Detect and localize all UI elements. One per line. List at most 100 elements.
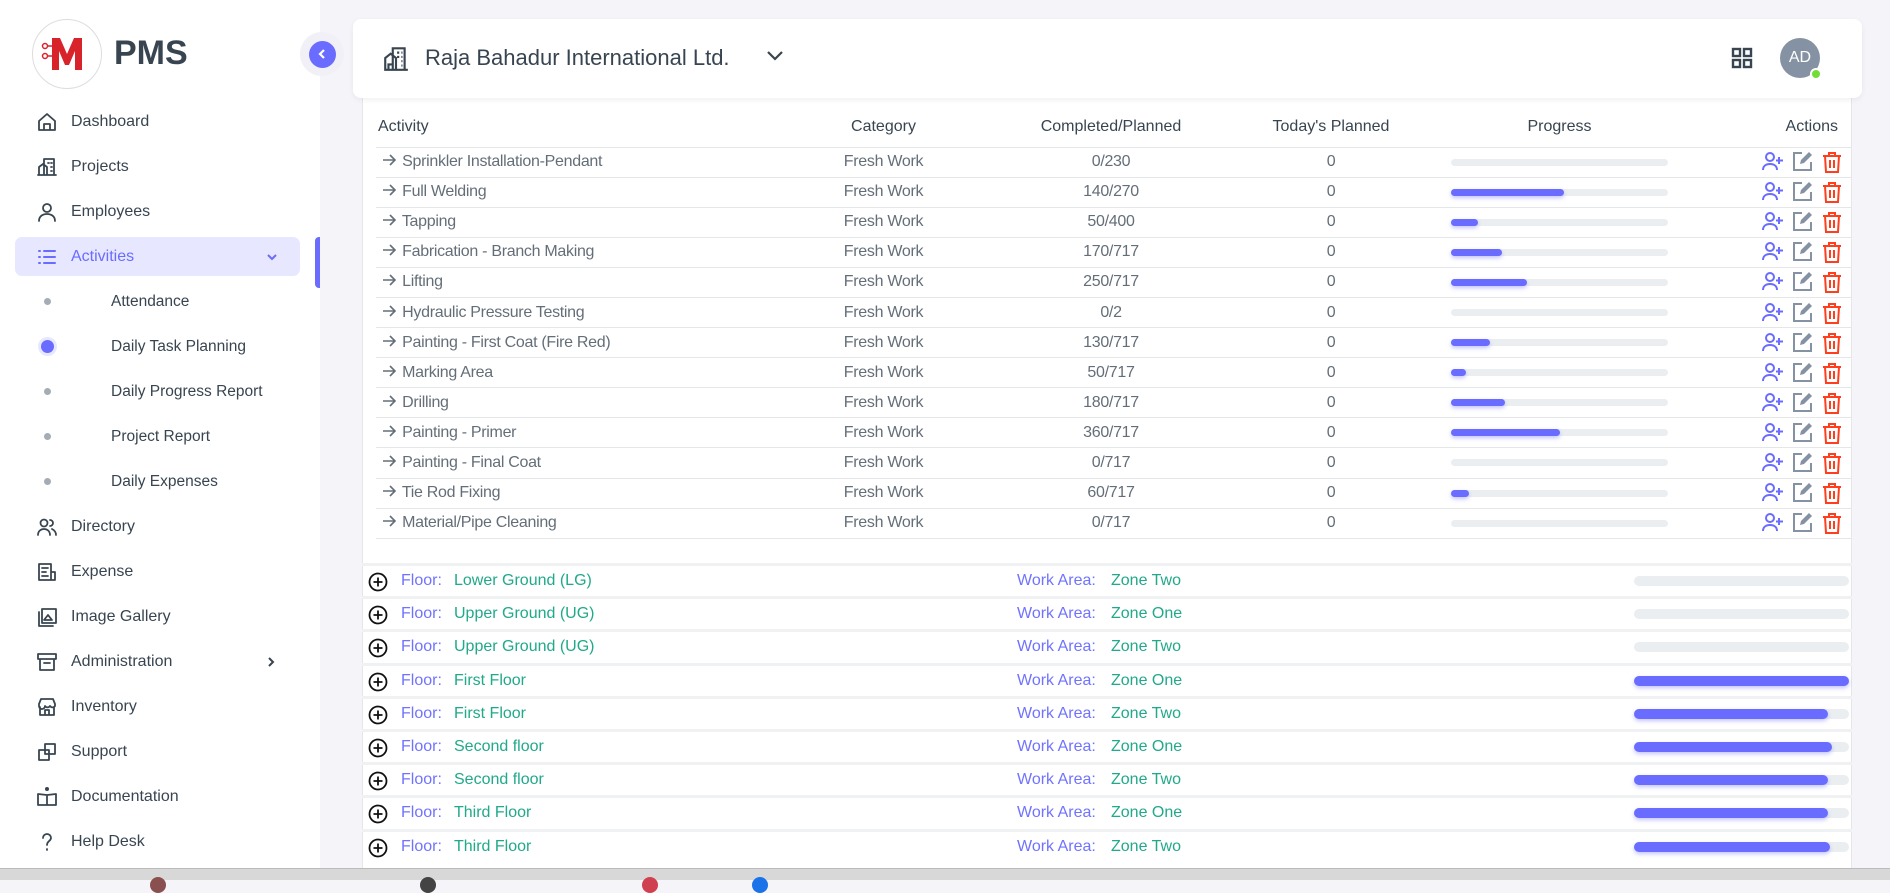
delete-icon[interactable]	[1822, 271, 1842, 294]
floor-row[interactable]: Floor: Third Floor Work Area: Zone Two	[362, 828, 1852, 862]
delete-icon[interactable]	[1822, 392, 1842, 414]
todays-planned-cell: 0	[1211, 267, 1451, 298]
expand-plus-icon[interactable]	[368, 738, 388, 758]
edit-icon[interactable]	[1792, 482, 1814, 503]
sidebar-item-dashboard[interactable]: Dashboard	[0, 99, 320, 144]
assign-user-icon[interactable]	[1762, 241, 1784, 261]
sidebar-item-daily-task-planning[interactable]: Daily Task Planning	[0, 324, 320, 369]
taskbar-app-icon[interactable]	[642, 877, 658, 893]
delete-icon[interactable]	[1822, 302, 1842, 324]
expand-plus-icon[interactable]	[368, 638, 388, 658]
taskbar-app-icon[interactable]	[150, 877, 166, 893]
edit-icon[interactable]	[1792, 271, 1814, 292]
logo[interactable]	[32, 19, 102, 89]
delete-icon[interactable]	[1822, 332, 1842, 354]
sidebar-item-projects[interactable]: Projects	[0, 144, 320, 189]
floor-row[interactable]: Floor: Upper Ground (UG) Work Area: Zone…	[362, 629, 1852, 662]
edit-icon[interactable]	[1792, 422, 1814, 442]
expand-plus-icon[interactable]	[368, 771, 388, 791]
delete-icon[interactable]	[1822, 362, 1842, 384]
floor-row[interactable]: Floor: Second floor Work Area: Zone Two	[362, 762, 1852, 795]
sidebar-item-help-desk[interactable]: Help Desk	[0, 819, 320, 864]
apps-grid-icon[interactable]	[1731, 47, 1753, 69]
floor-progress-bar	[1634, 742, 1849, 753]
collapse-sidebar-button[interactable]	[300, 32, 344, 76]
expand-plus-icon[interactable]	[368, 672, 388, 692]
taskbar-app-icon[interactable]	[752, 877, 768, 893]
work-area-label: Work Area:	[1017, 771, 1096, 789]
sidebar-item-project-report[interactable]: Project Report	[0, 414, 320, 459]
assign-user-icon[interactable]	[1762, 392, 1784, 412]
edit-icon[interactable]	[1792, 392, 1814, 412]
sidebar-item-employees[interactable]: Employees	[0, 189, 320, 234]
progress-bar	[1451, 158, 1668, 166]
delete-icon[interactable]	[1822, 482, 1842, 505]
floor-row[interactable]: Floor: First Floor Work Area: Zone One	[362, 662, 1852, 696]
sidebar-item-support[interactable]: Support	[0, 729, 320, 774]
assign-user-icon[interactable]	[1762, 512, 1784, 532]
user-avatar[interactable]: AD	[1780, 38, 1822, 80]
edit-icon[interactable]	[1792, 211, 1814, 232]
delete-icon[interactable]	[1822, 241, 1842, 264]
table-row: Painting - Final Coat Fresh Work 0/717 0	[376, 447, 1852, 479]
project-selector[interactable]: Raja Bahadur International Ltd.	[425, 45, 730, 70]
assign-user-icon[interactable]	[1762, 482, 1784, 502]
assign-user-icon[interactable]	[1762, 302, 1784, 322]
assign-user-icon[interactable]	[1762, 151, 1784, 171]
edit-icon[interactable]	[1792, 332, 1814, 352]
arrow-right-icon	[383, 455, 397, 467]
expand-plus-icon[interactable]	[368, 838, 388, 858]
activity-name: Fabrication - Branch Making	[402, 243, 595, 261]
floor-row[interactable]: Floor: First Floor Work Area: Zone Two	[362, 695, 1852, 729]
edit-icon[interactable]	[1792, 512, 1814, 533]
assign-user-icon[interactable]	[1762, 452, 1784, 472]
todays-planned-cell: 0	[1211, 147, 1451, 178]
assign-user-icon[interactable]	[1762, 211, 1784, 231]
delete-icon[interactable]	[1822, 512, 1842, 535]
activity-cell: Painting - First Coat (Fire Red)	[376, 327, 756, 359]
edit-icon[interactable]	[1792, 181, 1814, 202]
delete-icon[interactable]	[1822, 151, 1842, 174]
activity-name: Painting - Primer	[402, 423, 517, 441]
sidebar-item-directory[interactable]: Directory	[0, 504, 320, 549]
sidebar-item-activities[interactable]: Activities	[0, 234, 320, 279]
edit-icon[interactable]	[1792, 241, 1814, 262]
delete-icon[interactable]	[1822, 422, 1842, 444]
assign-user-icon[interactable]	[1762, 332, 1784, 352]
work-area-label: Work Area:	[1017, 671, 1096, 689]
edit-icon[interactable]	[1792, 151, 1814, 172]
assign-user-icon[interactable]	[1762, 181, 1784, 201]
sidebar-item-expense[interactable]: Expense	[0, 549, 320, 594]
assign-user-icon[interactable]	[1762, 271, 1784, 291]
actions-cell	[1668, 207, 1852, 238]
chevron-down-icon[interactable]	[765, 49, 785, 63]
edit-icon[interactable]	[1792, 362, 1814, 382]
expand-plus-icon[interactable]	[368, 705, 388, 725]
delete-icon[interactable]	[1822, 452, 1842, 474]
category-cell: Fresh Work	[756, 177, 1011, 208]
sidebar-item-daily-progress-report[interactable]: Daily Progress Report	[0, 369, 320, 414]
assign-user-icon[interactable]	[1762, 422, 1784, 442]
sidebar-item-attendance[interactable]: Attendance	[0, 279, 320, 324]
expand-plus-icon[interactable]	[368, 605, 388, 625]
sidebar-item-documentation[interactable]: Documentation	[0, 774, 320, 819]
expand-plus-icon[interactable]	[368, 804, 388, 824]
expand-plus-icon[interactable]	[368, 572, 388, 592]
floor-row[interactable]: Floor: Upper Ground (UG) Work Area: Zone…	[362, 596, 1852, 629]
sidebar-item-image-gallery[interactable]: Image Gallery	[0, 594, 320, 639]
floor-row[interactable]: Floor: Second floor Work Area: Zone One	[362, 728, 1852, 762]
edit-icon[interactable]	[1792, 452, 1814, 472]
sidebar-item-daily-expenses[interactable]: Daily Expenses	[0, 459, 320, 504]
progress-cell	[1451, 327, 1668, 359]
floor-row[interactable]: Floor: Third Floor Work Area: Zone One	[362, 795, 1852, 828]
floor-row[interactable]: Floor: Lower Ground (LG) Work Area: Zone…	[362, 563, 1852, 596]
edit-icon[interactable]	[1792, 302, 1814, 322]
sidebar-item-inventory[interactable]: Inventory	[0, 684, 320, 729]
sidebar-item-administration[interactable]: Administration	[0, 639, 320, 684]
assign-user-icon[interactable]	[1762, 362, 1784, 382]
taskbar-app-icon[interactable]	[420, 877, 436, 893]
actions-cell	[1668, 267, 1852, 298]
delete-icon[interactable]	[1822, 211, 1842, 234]
completed-planned-cell: 250/717	[1011, 267, 1211, 298]
delete-icon[interactable]	[1822, 181, 1842, 204]
